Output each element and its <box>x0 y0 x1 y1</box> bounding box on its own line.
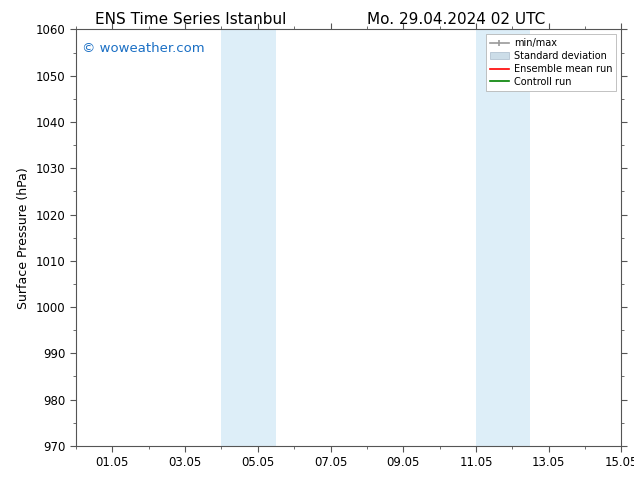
Text: ENS Time Series Istanbul: ENS Time Series Istanbul <box>94 12 286 27</box>
Legend: min/max, Standard deviation, Ensemble mean run, Controll run: min/max, Standard deviation, Ensemble me… <box>486 34 616 91</box>
Y-axis label: Surface Pressure (hPa): Surface Pressure (hPa) <box>17 167 30 309</box>
Bar <box>476 29 531 446</box>
Bar <box>221 29 276 446</box>
Text: © woweather.com: © woweather.com <box>82 42 204 55</box>
Text: Mo. 29.04.2024 02 UTC: Mo. 29.04.2024 02 UTC <box>367 12 546 27</box>
